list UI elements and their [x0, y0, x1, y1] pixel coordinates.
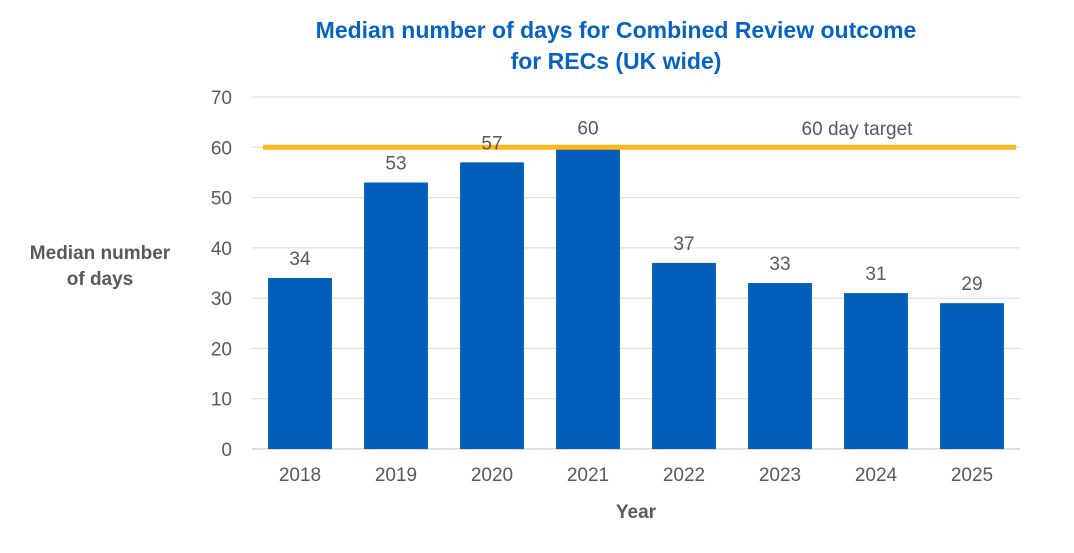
- bar-2024: [844, 293, 908, 449]
- y-axis-title-line-2: of days: [67, 269, 134, 290]
- target-label: 60 day target: [802, 119, 914, 140]
- data-label-2023: 33: [769, 254, 790, 275]
- data-labels: 34 53 57 60 37 33 31 29: [289, 118, 982, 295]
- data-label-2025: 29: [961, 274, 982, 295]
- x-axis-title: Year: [616, 502, 657, 523]
- bar-2022: [652, 262, 716, 449]
- y-axis-title-line-1: Median number: [30, 243, 171, 264]
- bars: [268, 147, 1004, 450]
- y-tick-label: 30: [211, 289, 232, 310]
- x-tick-label-2020: 2020: [471, 465, 513, 486]
- chart-title-line-2: for RECs (UK wide): [511, 48, 722, 74]
- bar-2023: [748, 283, 812, 449]
- bar-2021: [556, 147, 620, 450]
- data-label-2019: 53: [385, 153, 406, 174]
- x-tick-label-2025: 2025: [951, 465, 993, 486]
- data-label-2024: 31: [865, 264, 886, 285]
- y-tick-label: 70: [211, 88, 232, 109]
- data-label-2020: 57: [481, 133, 502, 154]
- x-tick-label-2024: 2024: [855, 465, 898, 486]
- y-tick-label: 50: [211, 189, 232, 210]
- y-axis-ticks: 0 10 20 30 40 50 60 70: [211, 88, 232, 461]
- x-tick-label-2019: 2019: [375, 465, 417, 486]
- bar-2019: [364, 182, 428, 449]
- chart-title-line-1: Median number of days for Combined Revie…: [316, 17, 917, 43]
- bar-2020: [460, 162, 524, 449]
- x-axis-ticks: 2018 2019 2020 2021 2022 2023 2024 2025: [279, 465, 993, 486]
- y-tick-label: 0: [221, 440, 232, 461]
- y-tick-label: 40: [211, 239, 232, 260]
- x-tick-label-2023: 2023: [759, 465, 801, 486]
- x-tick-label-2018: 2018: [279, 465, 321, 486]
- bar-2025: [940, 303, 1004, 449]
- data-label-2018: 34: [289, 249, 311, 270]
- x-tick-label-2022: 2022: [663, 465, 705, 486]
- y-tick-label: 60: [211, 138, 232, 159]
- y-tick-label: 10: [211, 390, 232, 411]
- y-tick-label: 20: [211, 339, 232, 360]
- target-line-group: 60 day target: [263, 119, 1016, 150]
- data-label-2021: 60: [577, 118, 598, 139]
- data-label-2022: 37: [673, 234, 694, 255]
- x-tick-label-2021: 2021: [567, 465, 609, 486]
- bar-2018: [268, 278, 332, 449]
